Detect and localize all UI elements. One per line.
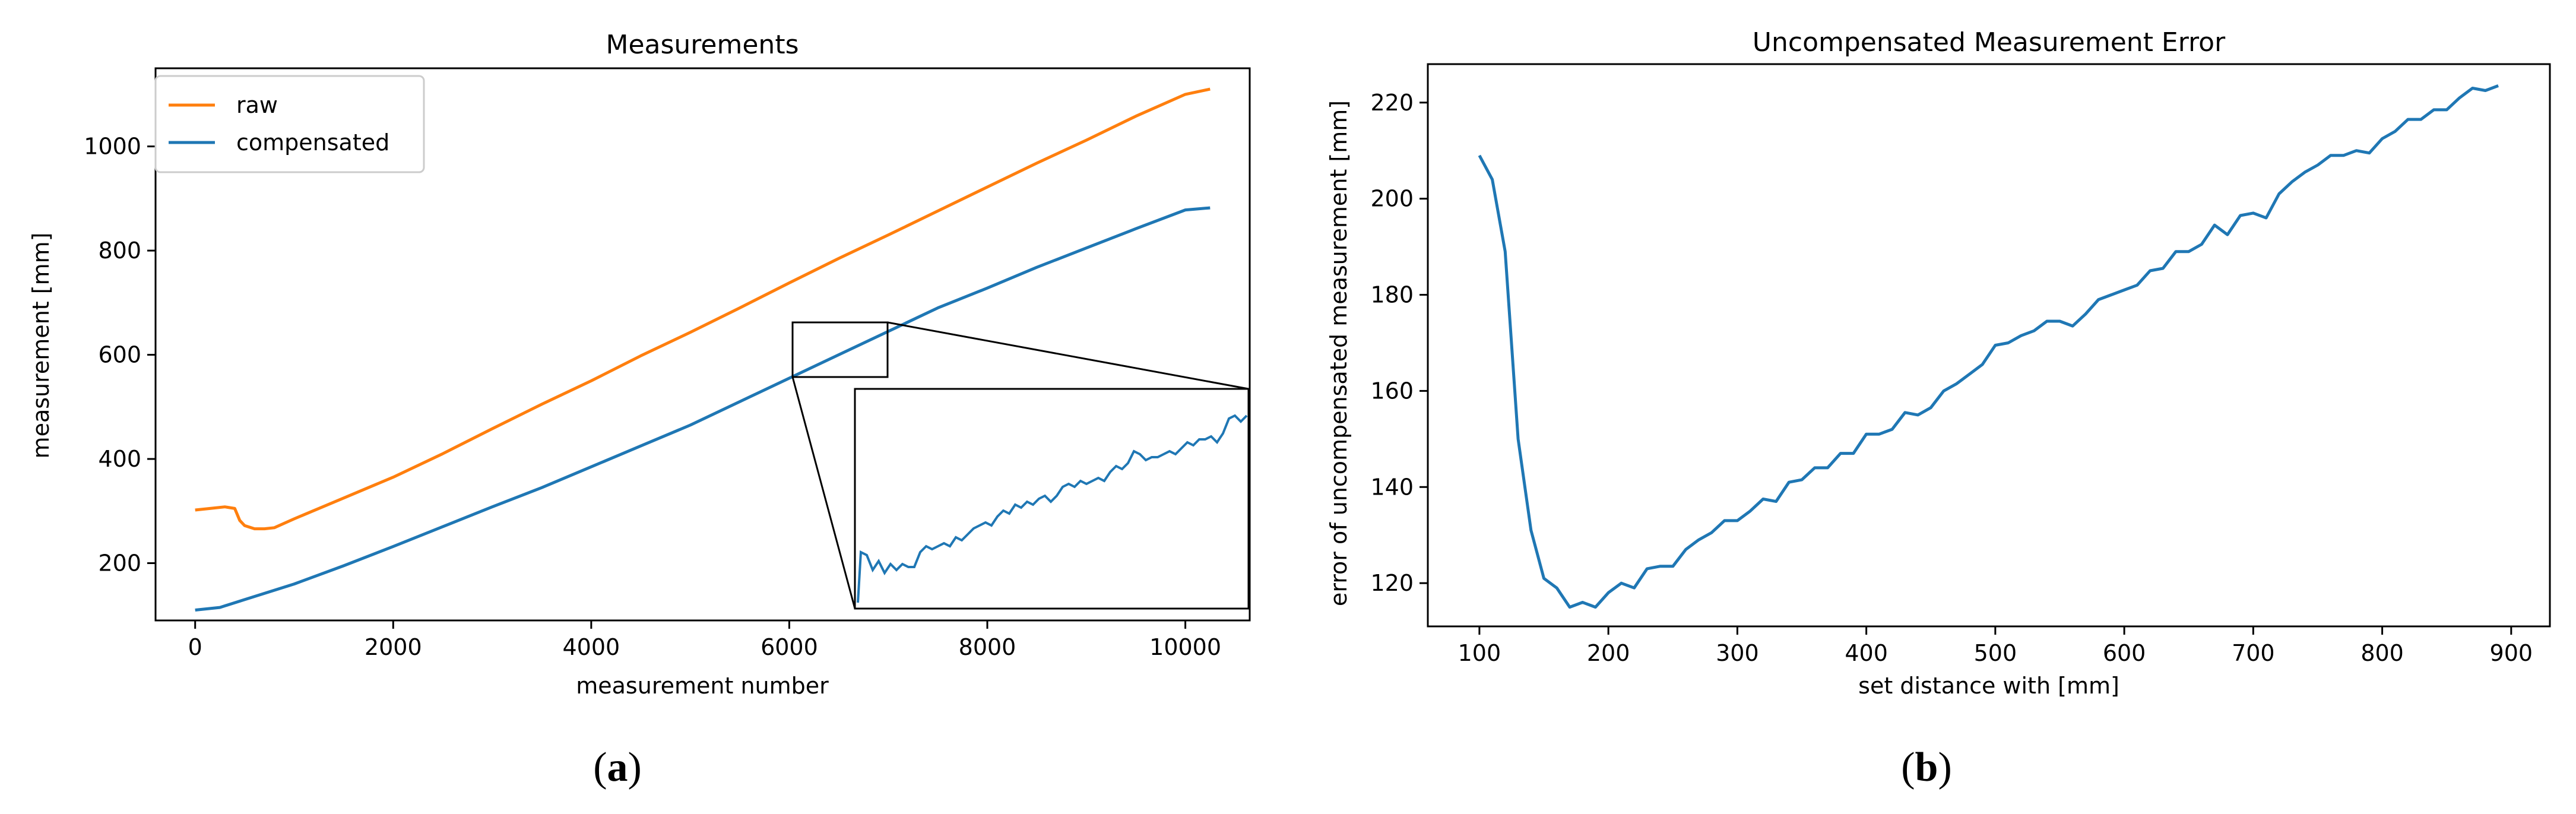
chart-a-legend: raw compensated xyxy=(154,75,425,173)
zoom-box xyxy=(791,321,889,378)
chart-a-ytick-label: 400 xyxy=(98,446,141,472)
chart-b-ytick-label: 220 xyxy=(1370,90,1414,116)
chart-b-ticks: 100 200 300 400 500 600 700 800 900 120 140 160 180 2… xyxy=(1370,63,2551,666)
chart-b-xtick-label: 200 xyxy=(1587,640,1630,666)
chart-b-xtick-label: 600 xyxy=(2103,640,2146,666)
series-raw-line xyxy=(195,87,1211,531)
inset-axes xyxy=(854,388,1250,610)
chart-a-series xyxy=(195,87,1211,612)
chart-b-ytick-label: 120 xyxy=(1370,570,1414,596)
chart-b-series xyxy=(1478,84,2499,609)
chart-a-xtick-label: 2000 xyxy=(365,634,422,660)
legend-frame xyxy=(154,75,425,173)
chart-a-ticks: 0 2000 4000 6000 8000 10000 200 400 600 800 1000 xyxy=(84,67,1251,660)
chart-a-ytick-label: 200 xyxy=(98,550,141,576)
chart-b-xtick-label: 700 xyxy=(2232,640,2275,666)
chart-b-xtick-label: 900 xyxy=(2490,640,2533,666)
chart-b-xtick-label: 800 xyxy=(2360,640,2404,666)
inset-compensated-line xyxy=(857,414,1248,603)
chart-b-ytick-label: 160 xyxy=(1370,378,1414,404)
chart-b-xtick-label: 500 xyxy=(1974,640,2017,666)
chart-a-ytick-label: 600 xyxy=(98,342,141,368)
chart-a-xtick-label: 4000 xyxy=(563,634,620,660)
chart-a-plot-frame xyxy=(154,67,1251,622)
chart-a-title: Measurements xyxy=(606,30,799,60)
caption-b-letter: b xyxy=(1915,745,1938,790)
chart-b-xtick-label: 100 xyxy=(1458,640,1501,666)
chart-b-ytick-label: 180 xyxy=(1370,282,1414,308)
chart-a-ytick-label: 800 xyxy=(98,237,141,264)
chart-a-xtick-label: 10000 xyxy=(1149,634,1221,660)
zoom-connector-top xyxy=(887,321,1249,390)
chart-b-title: Uncompensated Measurement Error xyxy=(1753,27,2226,58)
series-error-line xyxy=(1478,84,2499,609)
series-compensated-line xyxy=(195,206,1211,612)
chart-a-xtick-label: 0 xyxy=(188,634,202,660)
caption-a-letter: a xyxy=(607,745,628,790)
chart-b-plot-frame xyxy=(1427,63,2551,628)
chart-a-xlabel: measurement number xyxy=(576,673,829,699)
chart-uncompensated-error: Uncompensated Measurement Error 100 200 30… xyxy=(1326,27,2551,790)
chart-b-xlabel: set distance with [mm] xyxy=(1858,673,2119,699)
chart-b-xtick-label: 300 xyxy=(1716,640,1759,666)
chart-a-xtick-label: 6000 xyxy=(761,634,818,660)
chart-a-xtick-label: 8000 xyxy=(959,634,1016,660)
chart-b-ylabel: error of uncompensated measurement [mm] xyxy=(1326,100,1352,606)
chart-b-xtick-label: 400 xyxy=(1845,640,1888,666)
chart-b-ytick-label: 140 xyxy=(1370,474,1414,500)
chart-a-ytick-label: 1000 xyxy=(84,134,141,160)
chart-b-ytick-label: 200 xyxy=(1370,186,1414,212)
zoom-connector-bottom xyxy=(791,376,856,609)
chart-b-caption: (b) xyxy=(1901,745,1952,790)
chart-a-ylabel: measurement [mm] xyxy=(28,233,54,459)
legend-compensated-label: compensated xyxy=(236,129,389,156)
chart-a-caption: (a) xyxy=(593,745,642,790)
legend-raw-label: raw xyxy=(236,92,278,118)
chart-measurements: Measurements 0 2000 4000 6000 8000 10000 200 40… xyxy=(28,30,1251,790)
